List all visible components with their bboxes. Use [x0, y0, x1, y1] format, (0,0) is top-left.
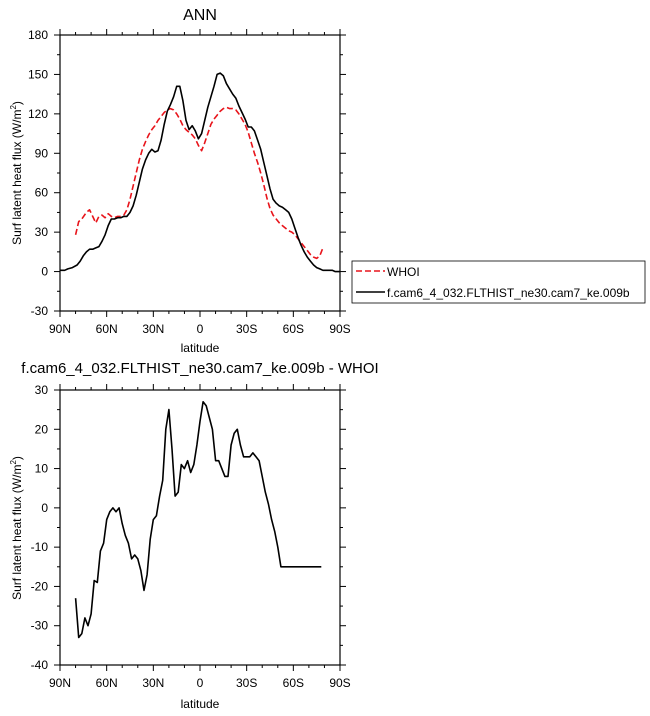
bottom-x-tick-label: 0: [197, 676, 204, 690]
top-chart-title: ANN: [183, 7, 217, 24]
bottom-y-tick-label: 20: [35, 422, 49, 436]
top-x-tick-label: 90N: [49, 322, 71, 336]
top-x-tick-label: 60S: [283, 322, 304, 336]
bottom-x-tick-label: 60N: [96, 676, 118, 690]
bottom-y-axis-label: Surf latent heat flux (W/m2): [9, 456, 24, 600]
bottom-y-tick-label: 0: [41, 501, 48, 515]
top-plot-frame: [59, 34, 341, 312]
legend-label-whoi: WHOI: [387, 265, 420, 279]
bottom-y-axis-label-close: ): [10, 456, 24, 460]
bottom-y-tick-label: -40: [31, 658, 49, 672]
top-y-axis-label-main: Surf latent heat flux (W/m: [10, 110, 24, 245]
bottom-series-line-0: [74, 400, 322, 639]
bottom-x-tick-label: 90S: [329, 676, 350, 690]
top-series-lines: [60, 72, 340, 273]
top-y-tick-label: 90: [35, 146, 49, 160]
top-axis-ticks: 90N 60N 30N 0 30S 60S 90S -30 0 30 60 90 120 150 180: [28, 28, 351, 336]
bottom-y-tick-label: -20: [31, 579, 49, 593]
top-y-tick-label: 120: [28, 107, 48, 121]
top-x-tick-label: 0: [197, 322, 204, 336]
top-series-line-0: [74, 106, 324, 260]
top-y-tick-label: 150: [28, 67, 48, 81]
bottom-axis-ticks: 90N 60N 30N 0 30S 60S 90S -40 -30 -20 -10 0 10 20 30: [31, 383, 351, 690]
top-y-tick-label: 0: [41, 265, 48, 279]
bottom-x-tick-label: 90N: [49, 676, 71, 690]
bottom-x-axis-label: latitude: [181, 697, 220, 711]
bottom-y-axis-label-sup: 2: [9, 460, 18, 465]
bottom-y-tick-label: 10: [35, 462, 49, 476]
bottom-chart-title: f.cam6_4_032.FLTHIST_ne30.cam7_ke.009b -…: [21, 360, 378, 377]
bottom-y-tick-label: 30: [35, 383, 49, 397]
top-y-axis-label: Surf latent heat flux (W/m2): [9, 101, 24, 245]
top-x-tick-label: 90S: [329, 322, 350, 336]
bottom-y-axis-label-main: Surf latent heat flux (W/m: [10, 465, 24, 600]
top-y-tick-label: -30: [31, 304, 49, 318]
bottom-y-tick-label: -30: [31, 619, 49, 633]
top-y-axis-label-sup: 2: [9, 105, 18, 110]
top-y-tick-label: 180: [28, 28, 48, 42]
legend: WHOI f.cam6_4_032.FLTHIST_ne30.cam7_ke.0…: [351, 260, 646, 304]
legend-label-model: f.cam6_4_032.FLTHIST_ne30.cam7_ke.009b: [387, 286, 630, 300]
bottom-plot-frame: [59, 389, 341, 666]
top-chart: ANN 90N 60N 30N 0 30S 60S 90S -30 0 30 60 90 120 150 1…: [9, 7, 646, 355]
bottom-series-lines: [74, 400, 322, 639]
legend-box: [351, 260, 646, 304]
top-x-tick-label: 60N: [96, 322, 118, 336]
bottom-x-tick-label: 30S: [236, 676, 257, 690]
bottom-x-tick-label: 30N: [142, 676, 164, 690]
top-y-axis-label-close: ): [10, 101, 24, 105]
top-x-tick-label: 30N: [142, 322, 164, 336]
bottom-x-tick-label: 60S: [283, 676, 304, 690]
top-x-axis-label: latitude: [181, 341, 220, 355]
top-x-tick-label: 30S: [236, 322, 257, 336]
top-y-tick-label: 30: [35, 225, 49, 239]
top-y-tick-label: 60: [35, 186, 49, 200]
top-series-line-1: [60, 72, 340, 273]
bottom-y-tick-label: -10: [31, 540, 49, 554]
bottom-chart: f.cam6_4_032.FLTHIST_ne30.cam7_ke.009b -…: [9, 360, 379, 711]
